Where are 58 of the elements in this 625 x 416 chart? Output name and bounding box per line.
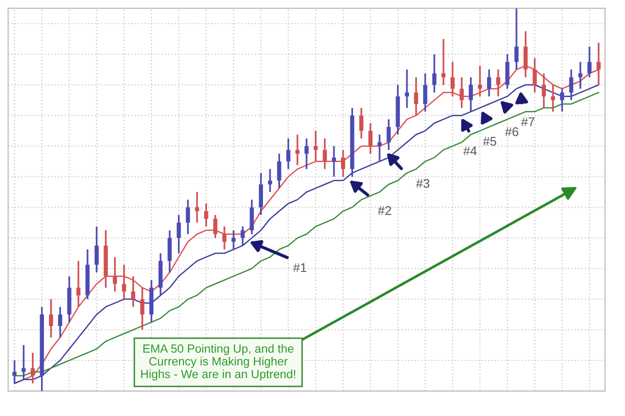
candlestick <box>131 275 136 308</box>
candlestick <box>204 202 208 228</box>
annotation: #5 <box>482 136 496 146</box>
candlestick <box>386 118 391 151</box>
annotation: #2 <box>378 206 392 215</box>
annotation: #7 <box>521 117 534 126</box>
candlestick <box>505 53 510 90</box>
candlestick <box>222 226 226 250</box>
candlestick <box>450 61 455 98</box>
candlestick <box>496 68 500 98</box>
candlestick <box>277 152 282 190</box>
candlestick <box>359 106 364 140</box>
candlestick <box>76 260 80 308</box>
candlestick <box>250 198 254 235</box>
candlestick <box>213 214 218 239</box>
candlestick <box>569 68 574 102</box>
candlestick <box>140 286 144 331</box>
candlestick <box>94 226 99 274</box>
candlestick <box>514 8 519 70</box>
annotation: #1 <box>293 263 306 272</box>
candlestick <box>332 145 336 178</box>
annotation: EMA 50 Pointing Up, and the Currency is Making Higher Highs - We are in an Uptrend! <box>141 344 296 381</box>
candlestick <box>304 138 309 170</box>
candlestick <box>542 72 546 109</box>
candlestick <box>587 46 592 78</box>
candlestick <box>368 122 372 155</box>
candlestick <box>176 214 181 254</box>
annotation: #6 <box>504 127 518 136</box>
candlestick <box>268 168 272 193</box>
candlestick <box>122 264 126 300</box>
annotation: #4 <box>463 146 477 156</box>
candlestick <box>432 53 436 94</box>
candlestick <box>487 68 492 98</box>
candlestick <box>322 138 327 170</box>
candlestick <box>560 88 564 112</box>
candlestick <box>468 76 473 112</box>
candlestick <box>404 68 410 109</box>
candlestick <box>22 344 26 380</box>
candlestick <box>30 352 35 384</box>
candlestick <box>532 57 537 94</box>
candlestick <box>48 298 54 338</box>
candlestick <box>414 76 418 116</box>
candlestick <box>186 198 190 235</box>
candlestick <box>168 229 172 274</box>
candlestick <box>286 138 290 170</box>
candlestick <box>240 226 245 246</box>
candlestick <box>460 76 464 109</box>
candlestick <box>231 229 236 250</box>
candlestick <box>524 30 528 78</box>
candlestick <box>423 72 428 112</box>
candlestick <box>58 306 62 338</box>
candlestick <box>258 172 263 216</box>
candlestick <box>341 149 346 178</box>
candlestick <box>596 42 601 86</box>
candlestick <box>112 256 117 292</box>
candlestick <box>295 134 300 166</box>
annotation: #3 <box>416 178 430 188</box>
candlestick <box>314 130 318 162</box>
